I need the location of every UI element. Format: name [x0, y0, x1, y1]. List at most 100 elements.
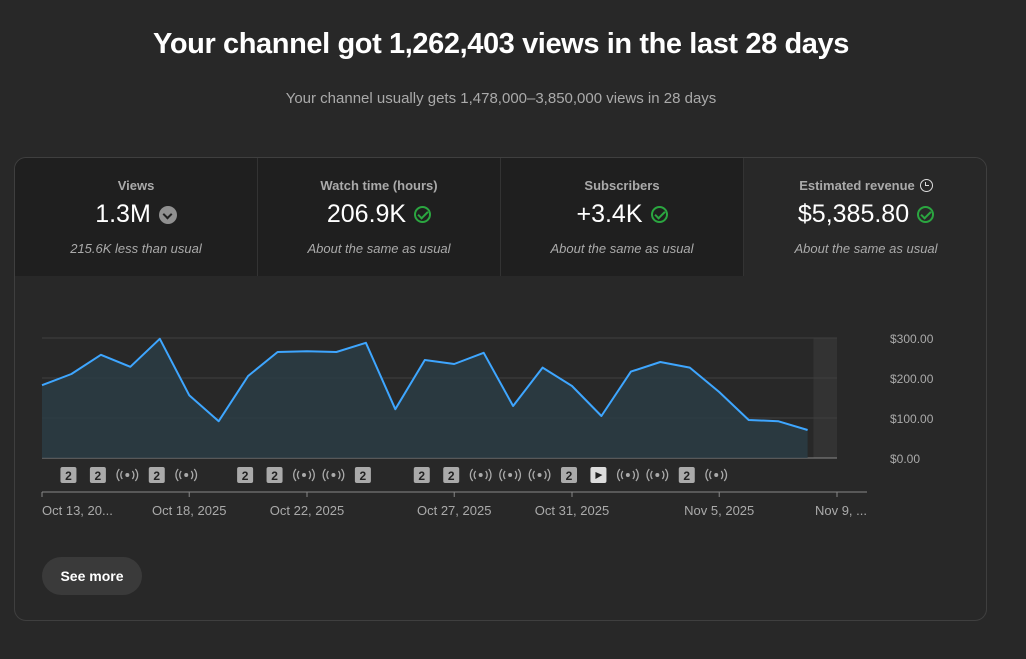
live-waves-outer — [705, 468, 728, 482]
live-waves-outer — [499, 468, 522, 482]
x-tick-label: Oct 13, 20... — [42, 503, 113, 518]
tab-estimated-revenue[interactable]: Estimated revenue $5,385.80 About the sa… — [744, 158, 986, 276]
data-point — [776, 419, 781, 424]
data-point — [275, 350, 280, 355]
tab-subscribers-value: +3.4K — [576, 200, 643, 228]
live-waves-outer — [322, 468, 345, 482]
data-point — [393, 407, 398, 412]
live-waves-outer — [469, 468, 492, 482]
play-icon — [595, 472, 603, 479]
tab-views-label: Views — [117, 178, 155, 193]
live-icon — [302, 473, 306, 477]
check-icon — [917, 206, 935, 223]
event-count-label: 2 — [683, 469, 690, 483]
data-point — [481, 350, 486, 355]
data-point — [157, 336, 162, 341]
live-waves — [502, 470, 518, 480]
live-waves-outer — [528, 468, 551, 482]
tab-revenue-label: Estimated revenue — [799, 178, 915, 193]
data-point — [305, 349, 310, 354]
live-waves — [326, 470, 341, 480]
x-tick-label: Oct 18, 2025 — [152, 503, 226, 518]
event-count-label: 2 — [95, 469, 102, 483]
x-tick-label: Oct 22, 2025 — [270, 503, 344, 518]
data-point — [570, 384, 575, 389]
y-tick-label: $300.00 — [890, 332, 934, 346]
event-count-label: 2 — [566, 469, 573, 483]
live-waves — [120, 470, 135, 480]
live-waves — [709, 470, 724, 480]
live-waves — [296, 470, 312, 480]
tab-subscribers-label: Subscribers — [584, 178, 660, 193]
tab-subscribers-note: About the same as usual — [550, 241, 694, 256]
tab-subscribers[interactable]: Subscribers +3.4K About the same as usua… — [501, 158, 744, 276]
data-point — [511, 404, 516, 409]
data-point — [187, 393, 192, 398]
data-point — [422, 358, 427, 363]
event-count-badge — [60, 467, 77, 483]
x-tick-label: Oct 27, 2025 — [417, 503, 491, 518]
data-point — [628, 369, 633, 374]
event-count-label: 2 — [360, 469, 367, 483]
event-count-label: 2 — [153, 469, 160, 483]
metric-tabs: Views 1.3M 215.6K less than usual Watch … — [15, 158, 986, 276]
x-tick-label: Nov 9, ... — [815, 503, 867, 518]
tab-subscribers-value-row: +3.4K — [501, 200, 743, 229]
revenue-line-chart: $300.00 $200.00 $100.00 $0.00 2 2 2 2 2 2 2 2 2 2 Oct … — [41, 332, 934, 518]
live-icon — [655, 473, 660, 477]
data-point — [216, 419, 221, 424]
event-count-badge — [443, 467, 460, 483]
event-count-badge — [413, 467, 430, 483]
see-more-button[interactable]: See more — [42, 557, 142, 595]
live-waves — [473, 470, 488, 480]
event-count-label: 2 — [65, 469, 72, 483]
live-icon — [508, 473, 513, 477]
tab-watch-time-value-row: 206.9K — [258, 200, 500, 229]
data-point — [687, 365, 692, 370]
event-count-label: 2 — [271, 469, 278, 483]
live-icon — [478, 473, 483, 477]
live-waves — [620, 470, 636, 480]
event-count-badge — [678, 467, 695, 483]
live-icon — [125, 473, 130, 477]
data-point — [805, 428, 810, 433]
partial-period-shade — [813, 338, 837, 458]
tab-watch-time[interactable]: Watch time (hours) 206.9K About the same… — [258, 158, 501, 276]
data-point — [717, 390, 722, 395]
live-waves-outer — [616, 468, 639, 482]
live-icon — [625, 473, 630, 477]
data-point — [334, 350, 339, 355]
page-headline: Your channel got 1,262,403 views in the … — [153, 28, 849, 60]
tab-views[interactable]: Views 1.3M 215.6K less than usual — [15, 158, 258, 276]
live-icon — [714, 473, 719, 477]
live-waves — [532, 470, 547, 480]
tab-views-value-row: 1.3M — [15, 200, 257, 229]
tab-views-value: 1.3M — [95, 200, 151, 228]
event-count-label: 2 — [448, 469, 455, 483]
down-arrow-icon — [158, 205, 177, 224]
tab-revenue-note: About the same as usual — [794, 241, 938, 256]
event-count-label: 2 — [418, 469, 425, 483]
tab-revenue-value: $5,385.80 — [797, 200, 910, 228]
check-icon — [414, 206, 432, 223]
event-count-label: 2 — [242, 469, 249, 483]
data-point — [599, 414, 604, 419]
tab-watch-time-value: 206.9K — [326, 200, 407, 228]
event-count-badge — [266, 467, 283, 483]
tab-watch-time-label: Watch time (hours) — [320, 178, 438, 193]
event-count-badge — [561, 467, 577, 483]
data-point — [246, 374, 251, 379]
event-count-badge — [237, 467, 254, 483]
check-icon — [650, 206, 668, 223]
live-icon — [537, 473, 542, 477]
data-point — [128, 364, 133, 369]
tab-revenue-value-row: $5,385.80 — [744, 200, 986, 229]
live-waves — [650, 470, 665, 480]
tab-revenue-label-row: Estimated revenue — [744, 178, 986, 193]
live-waves — [179, 470, 194, 480]
tab-watch-time-note: About the same as usual — [307, 241, 451, 256]
event-count-badge — [354, 467, 371, 483]
live-waves-outer — [116, 468, 139, 482]
data-point — [363, 340, 368, 345]
page-subline: Your channel usually gets 1,478,000–3,85… — [285, 90, 717, 107]
